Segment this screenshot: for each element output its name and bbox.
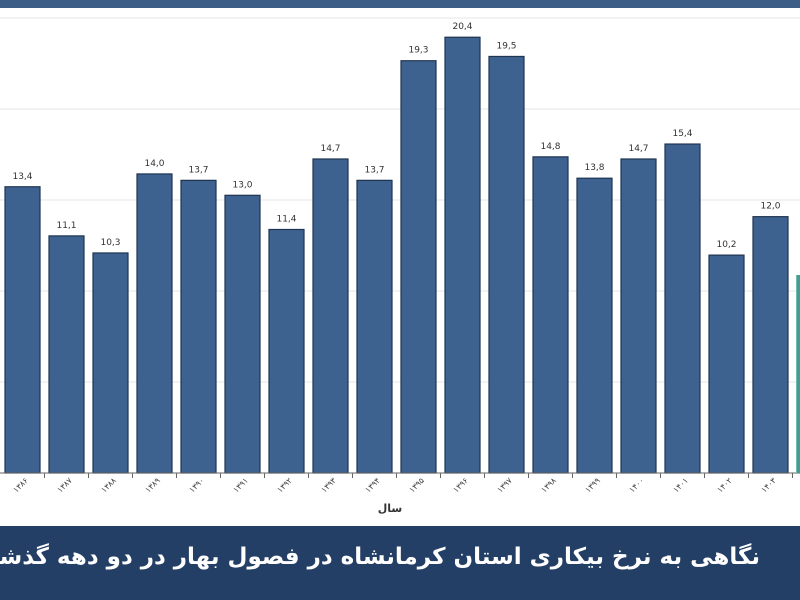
bar [92, 252, 129, 474]
x-axis-title: سال [378, 502, 403, 515]
x-tick-label: ۱۳۸۶ [11, 476, 30, 495]
x-tick-labels-group: ۱۳۸۶ ۱۳۸۷ ۱۳۸۸ ۱۳۸۹ ۱۳۹۰ ۱۳۹۱ ۱۳۹۲ ۱۳۹۳ ۱۳۹۴ ۱۳۹۵… [11, 475, 778, 494]
x-tick-label: ۱۳۹۰ [187, 476, 206, 495]
bar [136, 173, 173, 474]
value-label: 14,7 [628, 144, 648, 154]
caption-title: نگاهی به نرخ بیکاری استان کرمانشاه در فص… [0, 544, 760, 570]
top-border-bar [0, 0, 800, 8]
bar [444, 36, 481, 474]
x-tick-label: ۱۳۹۲ [275, 476, 294, 495]
value-label: 13,7 [364, 165, 384, 175]
caption-band: نگاهی به نرخ بیکاری استان کرمانشاه در فص… [0, 526, 800, 600]
bar [356, 179, 393, 474]
x-tick-label: ۱۳۹۷ [495, 475, 514, 494]
x-tick-label: ۱۴۰۳ [759, 475, 778, 494]
bar [576, 177, 613, 474]
value-labels-group: 13,4 11,1 10,3 14,0 13,7 13,0 11,4 14,7 13,7 19,3… [12, 22, 780, 250]
value-label: 13,7 [188, 165, 208, 175]
bar [488, 55, 525, 474]
bar [400, 60, 437, 474]
value-label: 10,2 [716, 240, 736, 250]
bars-group [4, 36, 789, 474]
bar [312, 158, 349, 474]
bar-chart: 13,4 11,1 10,3 14,0 13,7 13,0 11,4 14,7 13,7 19,3… [0, 17, 800, 515]
value-label: 14,7 [320, 144, 340, 154]
x-tick-label: ۱۳۹۵ [407, 476, 426, 495]
x-tick-label: ۱۳۹۴ [363, 476, 382, 495]
bar [48, 235, 85, 474]
value-label: 13,8 [584, 163, 604, 173]
bar [620, 158, 657, 474]
x-tick-label: ۱۴۰۱ [671, 476, 690, 495]
x-tick-label: ۱۴۰۲ [715, 476, 734, 495]
x-tick-label: ۱۳۸۸ [99, 475, 118, 494]
value-label: 11,4 [276, 214, 296, 224]
bar [224, 194, 261, 474]
x-tick-label: ۱۳۸۷ [55, 475, 74, 494]
x-tick-marks [44, 473, 793, 478]
x-tick-label: ۱۳۹۸ [539, 475, 558, 494]
value-label: 20,4 [452, 22, 472, 32]
value-label: 13,4 [12, 172, 32, 182]
bar [532, 156, 569, 474]
value-label: 19,5 [496, 41, 516, 51]
bar [664, 143, 701, 474]
x-tick-label: ۱۳۹۱ [231, 476, 250, 495]
x-tick-label: ۱۳۹۹ [583, 476, 602, 495]
value-label: 13,0 [232, 180, 252, 190]
bar [4, 186, 41, 474]
value-label: 14,8 [540, 142, 560, 152]
x-tick-label: ۱۳۸۹ [143, 476, 162, 495]
x-tick-label: ۱۳۹۳ [319, 475, 338, 494]
value-label: 10,3 [100, 238, 120, 248]
x-tick-label: ۱۳۹۶ [451, 476, 470, 495]
value-label: 14,0 [144, 159, 164, 169]
bar [180, 179, 217, 474]
bar [708, 254, 745, 474]
value-label: 15,4 [672, 129, 692, 139]
x-tick-label: ۱۴۰۰ [627, 476, 646, 495]
value-label: 11,1 [56, 221, 76, 231]
bar [752, 216, 789, 474]
value-label: 12,0 [760, 202, 780, 212]
value-label: 19,3 [408, 46, 428, 56]
bar [268, 228, 305, 474]
partial-bar-cut-off [796, 275, 800, 473]
